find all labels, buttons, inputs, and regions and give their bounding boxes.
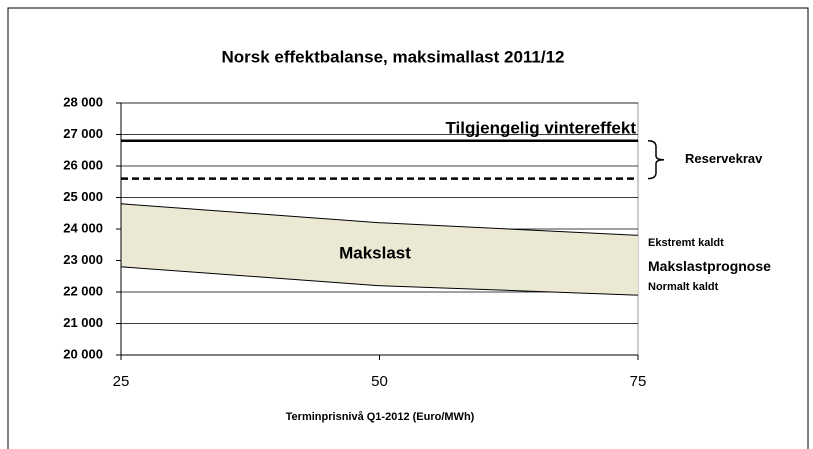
y-tick-label: 21 000 (63, 315, 103, 330)
reference-label: Tilgjengelig vintereffekt (445, 118, 636, 137)
x-axis-label: Terminprisnivå Q1-2012 (Euro/MWh) (286, 411, 475, 423)
band-label: Makslast (339, 244, 411, 263)
frame (7, 7, 809, 449)
series-label: Normalt kaldt (648, 281, 719, 293)
series-line (120, 203, 639, 236)
y-tick-label: 27 000 (63, 126, 103, 141)
y-tick-label: 20 000 (63, 346, 103, 361)
band-fill (121, 203, 638, 296)
reserve-label: Reservekrav (685, 151, 763, 166)
x-tick-label: 75 (630, 373, 647, 390)
y-tick-label: 24 000 (63, 220, 103, 235)
y-tick-label: 25 000 (63, 189, 103, 204)
y-tick-label: 28 000 (63, 94, 103, 109)
x-tick-label: 25 (113, 373, 130, 390)
y-tick-label: 23 000 (63, 252, 103, 267)
brace (647, 140, 665, 180)
series-line (120, 266, 639, 296)
chart-title: Norsk effektbalanse, maksimallast 2011/1… (221, 47, 564, 66)
y-tick-label: 26 000 (63, 157, 103, 172)
y-tick-label: 22 000 (63, 283, 103, 298)
x-tick-label: 50 (371, 373, 388, 390)
series-label: Ekstremt kaldt (648, 237, 724, 249)
forecast-label: Makslastprognose (648, 258, 771, 274)
